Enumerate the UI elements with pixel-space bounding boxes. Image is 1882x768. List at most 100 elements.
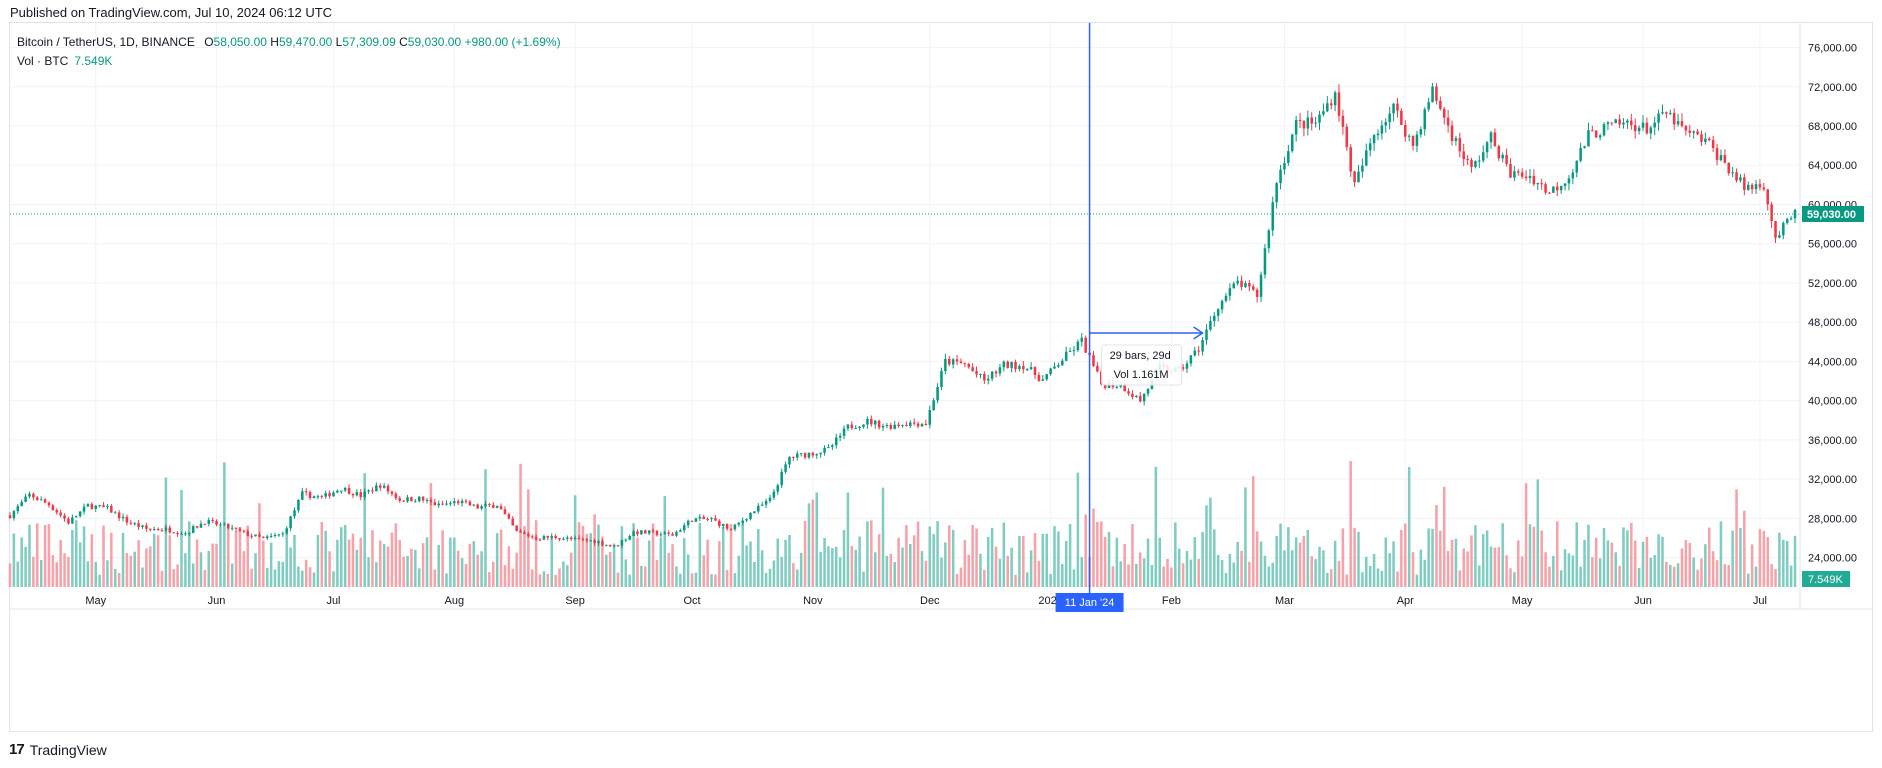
volume-bar — [113, 568, 117, 587]
candle — [1485, 142, 1489, 153]
volume-bar — [1041, 533, 1045, 587]
volume-bar — [1205, 505, 1208, 587]
volume-bar — [979, 553, 982, 587]
candle — [1248, 282, 1251, 287]
candle — [936, 387, 939, 401]
volume-bar — [433, 569, 437, 587]
volume-bar — [1489, 546, 1493, 587]
candle — [1400, 110, 1403, 125]
candle — [1770, 204, 1773, 222]
volume-bar — [955, 573, 959, 587]
volume-bar — [1185, 550, 1189, 587]
candle — [39, 499, 43, 501]
volume-bar — [515, 552, 518, 587]
candle — [215, 520, 218, 525]
candle — [1731, 172, 1734, 174]
volume-label[interactable]: Vol · BTC — [17, 54, 69, 68]
candle — [605, 544, 608, 546]
volume-bar — [963, 540, 967, 587]
volume-bar — [1770, 563, 1773, 587]
volume-bar — [1474, 525, 1477, 587]
volume-bar — [796, 569, 799, 587]
volume-bar — [1442, 486, 1446, 587]
volume-bar — [1688, 542, 1692, 587]
candle — [59, 512, 62, 516]
volume-bar — [527, 489, 530, 587]
volume-bar — [1407, 466, 1411, 587]
volume-bar — [1372, 553, 1376, 587]
candle — [102, 505, 105, 508]
volume-bar — [445, 573, 448, 587]
volume-bar — [238, 527, 242, 587]
volume-bar — [1388, 553, 1391, 587]
candle — [675, 531, 678, 536]
volume-bar — [725, 569, 729, 587]
volume-bar — [414, 549, 417, 587]
volume-bar — [39, 559, 43, 587]
volume-bar — [850, 546, 854, 587]
candle — [82, 506, 86, 512]
candle — [1181, 367, 1185, 369]
candle — [121, 516, 125, 519]
volume-bar — [1793, 535, 1797, 587]
candle — [729, 528, 733, 530]
volume-bar — [59, 540, 62, 587]
volume-bar — [788, 534, 791, 587]
candle — [1524, 176, 1528, 179]
volume-bar — [1322, 550, 1325, 587]
volume-bar — [484, 469, 487, 587]
volume-bar — [721, 527, 725, 587]
candle — [1684, 126, 1688, 131]
candle — [862, 424, 865, 427]
volume-bar — [1571, 555, 1575, 587]
volume-bar — [1111, 566, 1115, 587]
volume-bar — [983, 569, 986, 587]
open-label: O — [204, 35, 214, 49]
volume-bar — [690, 573, 694, 587]
candle — [1310, 117, 1313, 124]
volume-bar — [827, 546, 830, 587]
candle — [1735, 172, 1738, 181]
volume-bar — [1306, 529, 1310, 587]
candle — [449, 503, 452, 505]
candle — [1064, 351, 1068, 361]
candle — [507, 514, 511, 519]
candle — [714, 518, 717, 521]
volume-bar — [951, 529, 955, 587]
volume-bar — [1396, 571, 1399, 587]
candle — [125, 516, 129, 523]
volume-bar — [230, 563, 234, 587]
candle — [367, 490, 370, 492]
candle — [1072, 350, 1076, 352]
volume-bar — [160, 570, 164, 587]
volume-bar — [1119, 561, 1123, 587]
volume-bar — [258, 503, 261, 587]
volume-bar — [394, 523, 398, 587]
chart-frame[interactable] — [9, 22, 1873, 732]
volume-bar — [581, 525, 585, 587]
volume-bar — [328, 551, 331, 587]
volume-bar — [1563, 549, 1567, 587]
volume-bar — [842, 530, 846, 587]
volume-bar — [1365, 556, 1368, 587]
volume-bar — [1692, 557, 1695, 587]
volume-bar — [1707, 527, 1711, 587]
volume-bar — [737, 555, 741, 587]
candle — [534, 537, 538, 540]
candle — [1743, 177, 1746, 191]
candle — [429, 499, 433, 503]
volume-bar — [694, 572, 698, 587]
volume-bar — [640, 565, 643, 587]
volume-bar — [1341, 528, 1345, 587]
symbol-label[interactable]: Bitcoin / TetherUS, 1D, BINANCE — [17, 35, 195, 49]
candle — [1224, 295, 1228, 301]
candle — [1633, 125, 1637, 132]
x-tick-label: Nov — [803, 595, 823, 607]
y-tick-label: 32,000.00 — [1808, 474, 1857, 486]
volume-bar — [780, 556, 783, 587]
volume-bar — [1263, 555, 1267, 587]
candle — [1263, 248, 1267, 275]
volume-bar — [1135, 563, 1138, 587]
volume-bar — [519, 463, 522, 587]
